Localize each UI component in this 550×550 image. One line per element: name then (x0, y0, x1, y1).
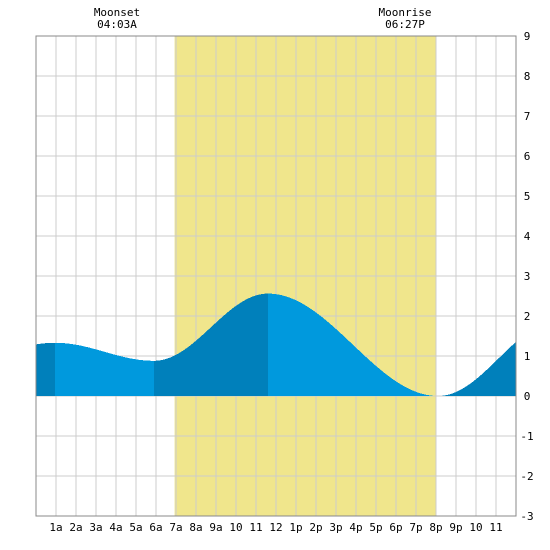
tide-band-light (55, 342, 154, 396)
plot-frame (35, 35, 517, 517)
x-tick-label: 10 (469, 521, 482, 534)
y-tick-label: 6 (524, 150, 531, 163)
y-tick-label: -1 (520, 430, 533, 443)
x-tick-label: 3a (89, 521, 102, 534)
x-tick-label: 12 (269, 521, 282, 534)
tide-area (36, 293, 516, 396)
y-tick-label: 9 (524, 30, 531, 43)
tide-band-dark (36, 342, 55, 396)
x-tick-label: 4p (349, 521, 362, 534)
x-tick-label: 10 (229, 521, 242, 534)
y-tick-label: 3 (524, 270, 531, 283)
x-tick-label: 1p (289, 521, 302, 534)
x-tick-label: 4a (109, 521, 122, 534)
y-tick-label: 7 (524, 110, 531, 123)
y-tick-label: -2 (520, 470, 533, 483)
y-tick-label: 0 (524, 390, 531, 403)
moonrise-label: Moonrise (379, 6, 432, 19)
x-tick-label: 2p (309, 521, 322, 534)
x-axis-ticks: 1a 2a 3a 4a 5a 6a 7a 8a 9a 10 11 12 1p 2p 3p 4p 5p 6p 7p 8p… (49, 521, 502, 534)
moonset-label: Moonset (94, 6, 140, 19)
y-tick-label: 4 (524, 230, 531, 243)
x-tick-label: 11 (489, 521, 502, 534)
x-tick-label: 8p (429, 521, 442, 534)
moonrise-time: 06:27P (385, 18, 425, 31)
x-tick-label: 1a (49, 521, 62, 534)
tide-band-dark (438, 341, 516, 396)
x-tick-label: 3p (329, 521, 342, 534)
x-tick-label: 9a (209, 521, 222, 534)
moonset-time: 04:03A (97, 18, 137, 31)
y-tick-label: 1 (524, 350, 531, 363)
x-tick-label: 2a (69, 521, 82, 534)
x-tick-label: 7a (169, 521, 182, 534)
x-tick-label: 9p (449, 521, 462, 534)
x-tick-label: 11 (249, 521, 262, 534)
x-tick-label: 6p (389, 521, 402, 534)
x-tick-label: 5p (369, 521, 382, 534)
y-tick-label: 8 (524, 70, 531, 83)
x-tick-label: 6a (149, 521, 162, 534)
x-tick-label: 7p (409, 521, 422, 534)
tide-band-light (268, 293, 438, 396)
y-tick-label: 5 (524, 190, 531, 203)
x-tick-label: 5a (129, 521, 142, 534)
y-tick-label: -3 (520, 510, 533, 523)
y-axis-ticks: 9 8 7 6 5 4 3 2 1 0 -1 -2 -3 (520, 30, 533, 523)
y-tick-label: 2 (524, 310, 531, 323)
x-tick-label: 8a (189, 521, 202, 534)
tide-band-dark (154, 293, 268, 396)
